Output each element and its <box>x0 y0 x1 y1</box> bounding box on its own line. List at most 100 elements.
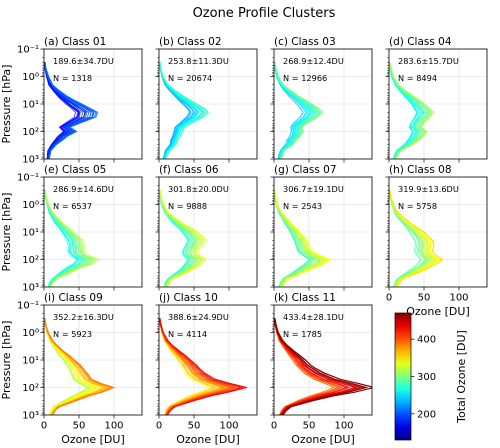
panel-title: (f) Class 06 <box>159 164 219 176</box>
panel-title: (g) Class 07 <box>274 164 337 176</box>
profile-line <box>44 190 86 287</box>
y-axis-label: Pressure [hPa] <box>0 321 13 400</box>
y-tick-label: 10⁻¹ <box>17 45 39 56</box>
x-tick-label: 0 <box>41 421 47 432</box>
profile-lines <box>389 62 435 159</box>
y-tick-label: 10³ <box>22 283 39 294</box>
profile-lines <box>274 62 324 159</box>
panel-stats: 352.2±16.3DU <box>53 312 114 322</box>
colorbar-tick-label: 400 <box>417 335 436 346</box>
panel-title: (i) Class 09 <box>44 292 103 304</box>
profile-line <box>44 190 98 287</box>
panel-title: (e) Class 05 <box>44 164 106 176</box>
profile-lines <box>44 190 101 287</box>
y-tick-label: 10⁰ <box>22 72 39 83</box>
panel-stats: 268.9±12.4DU <box>283 56 344 66</box>
panel-7: (g) Class 07 306.7±19.1DU N = 2543 <box>270 164 373 291</box>
profile-line <box>44 62 99 159</box>
profile-lines <box>159 190 208 287</box>
profile-line <box>389 62 421 159</box>
profile-line <box>159 318 248 415</box>
panel-stats: 283.6±15.7DU <box>398 56 459 66</box>
profile-line <box>159 62 200 159</box>
profile-line <box>274 62 316 159</box>
y-tick-label: 10⁻¹ <box>17 301 39 312</box>
x-tick-label: 100 <box>334 421 353 432</box>
panel-6: (f) Class 06 301.8±20.0DU N = 9888 <box>155 164 258 291</box>
y-tick-label: 10² <box>22 383 39 394</box>
y-tick-label: 10⁰ <box>22 200 39 211</box>
profile-lines <box>159 62 210 159</box>
colorbar-tick-label: 200 <box>417 409 436 420</box>
profile-line <box>274 318 372 415</box>
panel-count: N = 6537 <box>53 201 92 211</box>
profile-line <box>274 190 314 287</box>
profile-lines <box>44 62 99 159</box>
profile-line <box>44 318 107 415</box>
panel-count: N = 1785 <box>283 329 322 339</box>
y-tick-label: 10⁻¹ <box>17 173 39 184</box>
profile-line <box>389 190 443 287</box>
x-tick-label: 50 <box>73 421 86 432</box>
panel-3: (c) Class 03 268.9±12.4DU N = 12966 <box>270 36 373 163</box>
x-tick-label: 0 <box>271 421 277 432</box>
panel-2: (b) Class 02 253.8±11.3DU N = 20674 <box>155 36 258 163</box>
panel-stats: 253.8±11.3DU <box>168 56 229 66</box>
profile-lines <box>159 318 248 415</box>
y-tick-label: 10³ <box>22 155 39 166</box>
y-axis-label: Pressure [hPa] <box>0 65 13 144</box>
panel-title: (b) Class 02 <box>159 36 222 48</box>
x-tick-label: 50 <box>188 421 201 432</box>
x-axis-label: Ozone [DU] <box>291 433 355 446</box>
colorbar-gradient <box>394 312 412 441</box>
x-axis-label: Ozone [DU] <box>176 433 240 446</box>
panel-stats: 319.9±13.6DU <box>398 184 459 194</box>
profile-line <box>159 190 208 287</box>
colorbar-label: Total Ozone [DU] <box>455 330 468 424</box>
panel-1: 10⁻¹ 10⁰ 10¹ 10² 10³ Pressure [hPa] (a) Class … <box>0 36 143 166</box>
colorbar-tick-label: 300 <box>417 372 436 383</box>
panel-9: 10⁻¹ 10⁰ 10¹ 10² 10³ Pressure [hPa] 0 50 100Ozon… <box>0 292 143 446</box>
profile-line <box>44 318 116 415</box>
panel-count: N = 9888 <box>168 201 207 211</box>
x-axis-label: Ozone [DU] <box>406 305 470 318</box>
panel-count: N = 20674 <box>168 73 212 83</box>
profile-line <box>44 190 101 287</box>
panel-title: (j) Class 10 <box>159 292 218 304</box>
panel-count: N = 5758 <box>398 201 437 211</box>
profile-line <box>389 190 423 287</box>
profile-lines <box>389 190 444 287</box>
y-tick-label: 10¹ <box>22 228 39 239</box>
y-tick-label: 10¹ <box>22 356 39 367</box>
panel-stats: 301.8±20.0DU <box>168 184 229 194</box>
profile-line <box>274 62 324 159</box>
panel-title: (a) Class 01 <box>44 36 106 48</box>
panel-count: N = 4114 <box>168 329 207 339</box>
profile-line <box>159 318 223 415</box>
panel-stats: 388.6±24.9DU <box>168 312 229 322</box>
y-tick-label: 10² <box>22 127 39 138</box>
x-tick-label: 50 <box>303 421 316 432</box>
panel-title: (d) Class 04 <box>389 36 452 48</box>
x-tick-label: 100 <box>219 421 238 432</box>
colorbar: 200 300 400 Total Ozone [DU] <box>394 312 468 441</box>
x-axis-label: Ozone [DU] <box>61 433 125 446</box>
x-tick-label: 100 <box>449 293 468 304</box>
profile-line <box>159 190 204 287</box>
panel-stats: 189.6±34.7DU <box>53 56 114 66</box>
profile-line <box>274 190 333 287</box>
profile-line <box>389 62 435 159</box>
y-tick-label: 10³ <box>22 411 39 422</box>
panel-5: 10⁻¹ 10⁰ 10¹ 10² 10³ Pressure [hPa] (e) Class … <box>0 164 143 294</box>
figure-title: Ozone Profile Clusters <box>193 6 336 21</box>
profile-line <box>389 190 432 287</box>
panel-count: N = 8494 <box>398 73 437 83</box>
profile-lines <box>274 190 333 287</box>
panel-count: N = 1318 <box>53 73 92 83</box>
x-tick-label: 0 <box>156 421 162 432</box>
x-tick-label: 0 <box>386 293 392 304</box>
profile-line <box>159 318 236 415</box>
